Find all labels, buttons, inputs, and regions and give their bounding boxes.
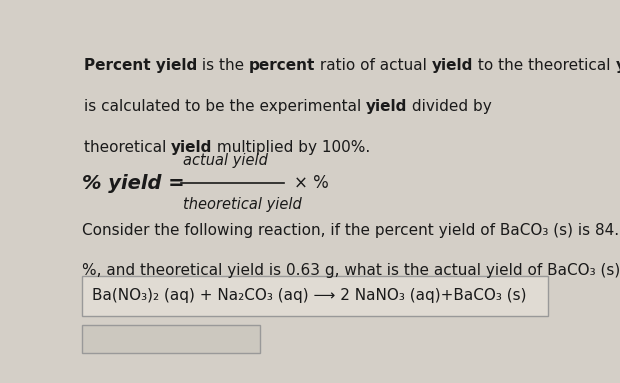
Text: Consider the following reaction, if the percent yield of BaCO₃ (s) is 84.98: Consider the following reaction, if the … — [82, 223, 620, 238]
Text: is the: is the — [197, 58, 249, 73]
Text: percent: percent — [249, 58, 315, 73]
Text: yield: yield — [366, 99, 407, 114]
Text: is calculated to be the experimental: is calculated to be the experimental — [84, 99, 366, 114]
Text: yield: yield — [432, 58, 473, 73]
Text: yield: yield — [170, 140, 212, 155]
Text: ratio of actual: ratio of actual — [315, 58, 432, 73]
Text: %, and theoretical yield is 0.63 g, what is the actual yield of BaCO₃ (s)?: %, and theoretical yield is 0.63 g, what… — [82, 263, 620, 278]
Text: theoretical: theoretical — [84, 140, 170, 155]
Text: Ba(NO₃)₂ (aq) + Na₂CO₃ (aq) ⟶ 2 NaNO₃ (aq)+BaCO₃ (s): Ba(NO₃)₂ (aq) + Na₂CO₃ (aq) ⟶ 2 NaNO₃ (a… — [92, 288, 526, 303]
Text: yield: yield — [616, 58, 620, 73]
Text: × %: × % — [294, 174, 329, 192]
Text: divided by: divided by — [407, 99, 492, 114]
Text: multiplied by 100%.: multiplied by 100%. — [212, 140, 370, 155]
Text: % yield =: % yield = — [82, 173, 185, 193]
Text: Percent yield: Percent yield — [84, 58, 197, 73]
Text: actual yield: actual yield — [184, 153, 268, 169]
FancyBboxPatch shape — [82, 325, 260, 353]
Text: theoretical yield: theoretical yield — [184, 197, 302, 212]
FancyBboxPatch shape — [82, 276, 548, 316]
Text: to the theoretical: to the theoretical — [473, 58, 616, 73]
